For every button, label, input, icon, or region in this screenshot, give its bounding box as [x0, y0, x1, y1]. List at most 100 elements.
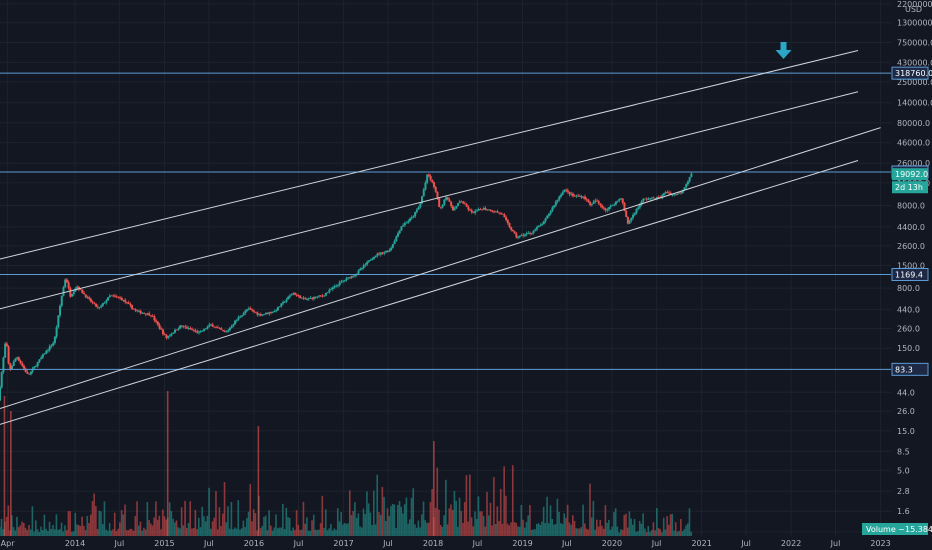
candle-body: [343, 280, 346, 281]
candle-body: [127, 302, 130, 304]
y-tick-label: 26000.0: [897, 159, 930, 168]
last-price-tag: [892, 168, 928, 181]
volume-bar: [505, 495, 507, 536]
candle-body: [547, 213, 550, 216]
candle-body: [12, 361, 15, 366]
volume-bar: [24, 527, 27, 536]
volume-bar: [662, 517, 665, 536]
x-tick-label: 2016: [244, 539, 264, 548]
candle-body: [278, 306, 281, 308]
candle-body: [635, 208, 638, 214]
candle-body: [611, 205, 614, 207]
volume-bar: [222, 513, 224, 536]
volume-bar: [86, 516, 89, 536]
volume-bar: [185, 527, 188, 536]
candle-body: [211, 324, 214, 327]
volume-bar: [553, 524, 555, 536]
volume-bar: [165, 519, 168, 536]
candle-body: [386, 251, 389, 252]
volume-bar: [613, 512, 615, 536]
candle-body: [167, 336, 170, 338]
candle-body: [359, 268, 362, 271]
volume-bar: [168, 502, 171, 536]
candle-body: [69, 287, 72, 297]
arrow-down-icon: [775, 42, 792, 59]
volume-bar: [242, 520, 245, 536]
volume-bar: [79, 525, 82, 536]
candle-body: [474, 210, 477, 214]
volume-bar: [372, 490, 375, 536]
volume-bar: [41, 530, 44, 536]
volume-bar: [443, 515, 445, 536]
volume-bar: [127, 530, 130, 536]
candle-body: [107, 297, 110, 301]
candle-body: [621, 198, 624, 203]
candle-body: [511, 229, 514, 232]
candle-body: [686, 181, 689, 185]
volume-bar: [621, 529, 624, 536]
volume-bar: [511, 465, 514, 536]
candle-body: [494, 211, 497, 213]
volume-bar: [547, 523, 550, 536]
x-tick-label: Jul: [561, 539, 572, 548]
volume-bar: [412, 488, 415, 536]
volume-bar: [534, 529, 536, 536]
candle-body: [632, 214, 635, 218]
candle-body: [234, 320, 237, 325]
candle-body: [264, 312, 267, 315]
volume-bar: [374, 524, 377, 536]
candle-body: [649, 198, 652, 200]
volume-bar: [77, 525, 80, 536]
volume-bar: [649, 531, 651, 536]
volume-bar: [582, 504, 584, 536]
candle-body: [530, 233, 533, 234]
trend-channel-lines[interactable]: [0, 49, 881, 425]
candle-body: [587, 199, 590, 203]
volume-bar: [196, 529, 198, 536]
candle-body: [563, 189, 566, 193]
time-axis[interactable]: Apr 2014 Jul 2015 Jul 2016 Jul 2017 Jul 2018 Jul 20…: [1, 539, 891, 548]
volume-bar: [376, 474, 379, 536]
candle-body: [381, 252, 384, 254]
volume-bar: [606, 522, 608, 536]
candle-body: [498, 212, 501, 214]
arrow-annotation[interactable]: [775, 42, 792, 59]
volume-bar: [599, 519, 602, 536]
candle-body: [312, 296, 315, 299]
y-tick-label: 46000.0: [897, 139, 930, 148]
volume-bar: [74, 512, 77, 536]
volume-bar: [33, 531, 35, 536]
volume-bar: [359, 526, 361, 536]
volume-bar: [302, 501, 305, 536]
volume-bar: [342, 524, 344, 536]
volume-bar: [88, 523, 90, 536]
candle-body: [76, 286, 79, 289]
candle-body: [415, 209, 418, 213]
volume-bar: [661, 532, 663, 536]
volume-bar: [596, 519, 598, 536]
candle-body: [623, 202, 626, 211]
volume-bar: [518, 526, 521, 536]
volume-tag: [862, 523, 928, 535]
volume-bar: [179, 528, 181, 536]
volume-bar: [71, 531, 73, 536]
volume-bar: [371, 525, 373, 536]
candle-body: [673, 194, 676, 196]
volume-bar: [19, 525, 22, 536]
volume-bar: [83, 525, 85, 536]
volume-bar: [45, 528, 47, 536]
candle-body: [565, 189, 568, 191]
volume-bar: [220, 525, 222, 536]
candle-body: [155, 320, 158, 322]
candle-body: [546, 215, 549, 219]
volume-bar: [292, 527, 294, 536]
candle-body: [251, 309, 254, 311]
volume-bar: [264, 515, 267, 536]
candle-body: [268, 312, 271, 314]
candle-body: [417, 207, 420, 210]
candle-body: [230, 326, 233, 328]
volume-bar: [134, 516, 137, 536]
volume-bar: [125, 530, 128, 536]
